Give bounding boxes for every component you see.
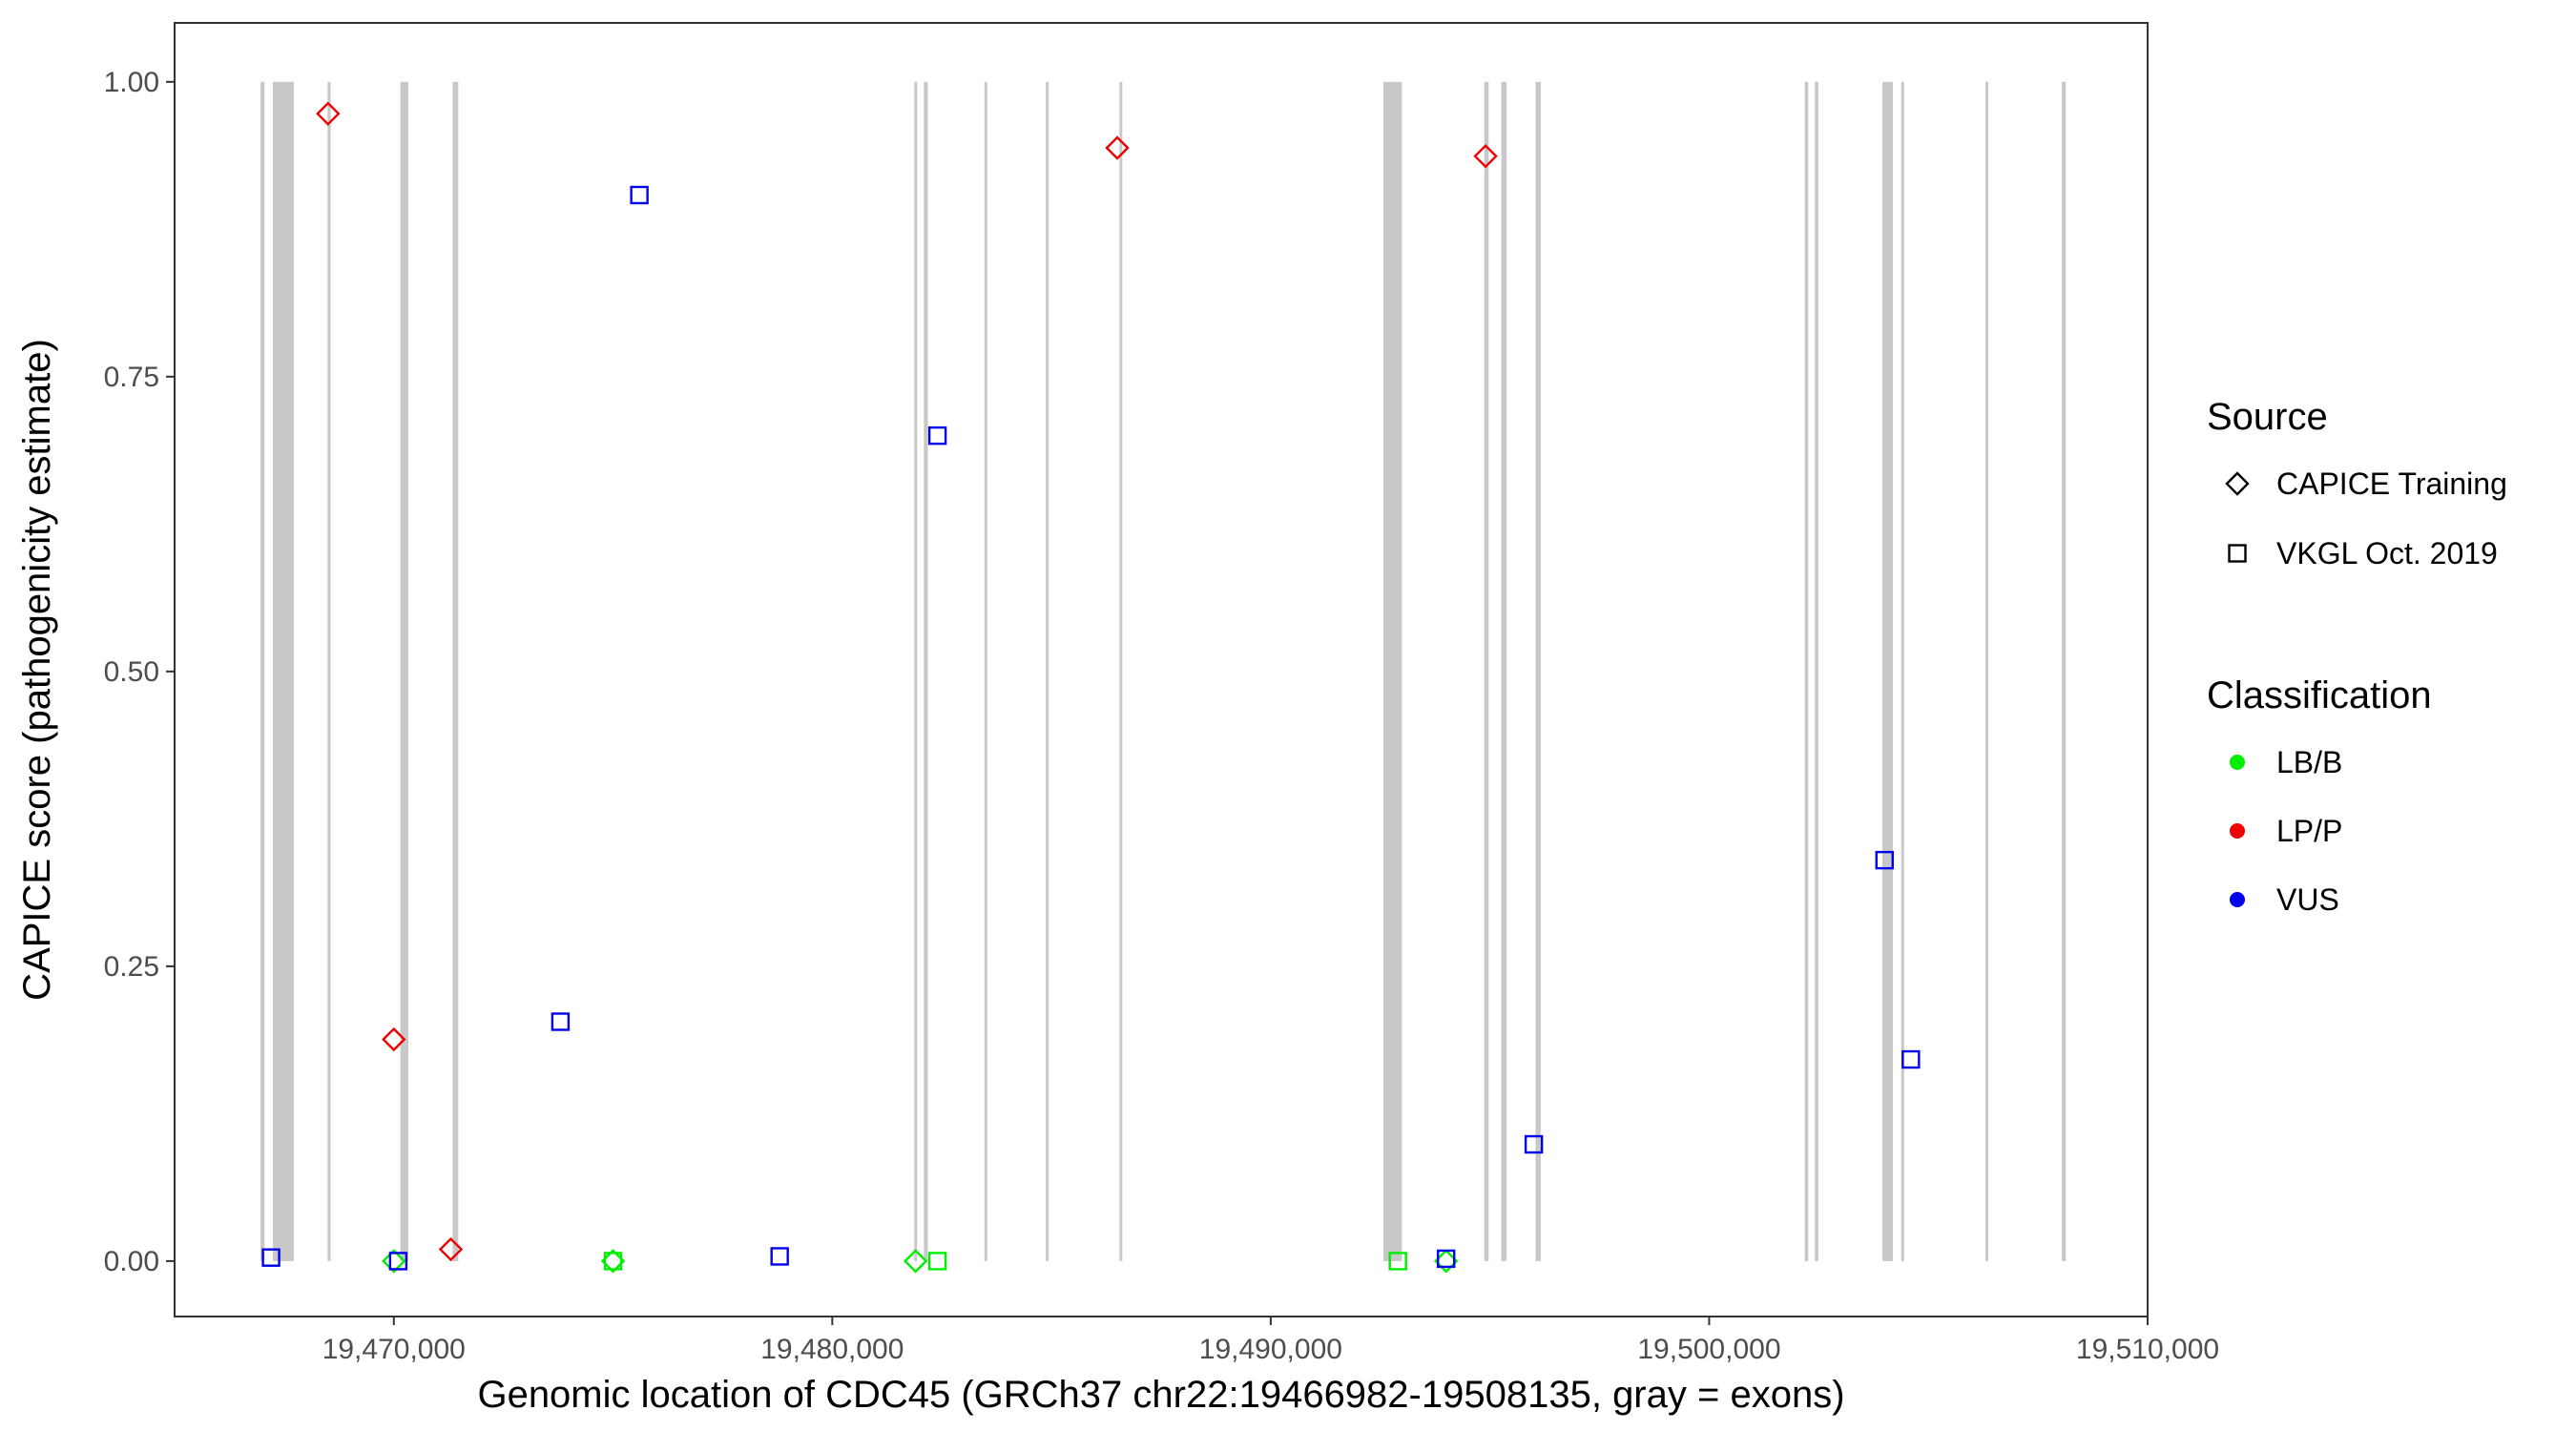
x-tick-label: 19,470,000 xyxy=(322,1334,466,1365)
exon-band xyxy=(272,81,294,1261)
legend-source-label: CAPICE Training xyxy=(2276,467,2507,501)
exon-band xyxy=(1804,81,1809,1261)
x-axis-title: Genomic location of CDC45 (GRCh37 chr22:… xyxy=(477,1374,1844,1416)
plot-panel-border xyxy=(174,22,2149,1317)
diamond-point xyxy=(903,1249,928,1274)
diamond-point xyxy=(1473,143,1498,169)
legend-key-dot xyxy=(2230,823,2245,839)
legend-key-square xyxy=(2228,544,2247,563)
x-tick-label: 19,480,000 xyxy=(760,1334,904,1365)
square-point xyxy=(770,1247,789,1266)
legend-key-dot xyxy=(2230,755,2245,770)
x-tick-label: 19,500,000 xyxy=(1637,1334,1780,1365)
y-tick-label: 1.00 xyxy=(104,67,159,98)
axes: 0.00 0.25 0.50 0.75 1.00 19,470,000 19,480,000… xyxy=(104,67,2219,1365)
legend-classification-title: Classification xyxy=(2207,674,2432,716)
exon-band xyxy=(1901,81,1904,1261)
legend-source-title: Source xyxy=(2207,396,2328,438)
exon-band xyxy=(984,81,987,1261)
legend: Source Classification CAPICE Training VKG… xyxy=(2207,396,2507,917)
exon-band xyxy=(452,81,459,1261)
square-point xyxy=(1388,1252,1407,1271)
square-point xyxy=(551,1012,571,1031)
exon-band xyxy=(914,81,918,1261)
legend-classification-label: LB/B xyxy=(2276,745,2342,779)
exon-band xyxy=(260,81,265,1261)
exon-band xyxy=(2061,81,2067,1261)
exon-band xyxy=(400,81,408,1261)
square-point xyxy=(1524,1134,1544,1154)
legend-classification-label: LP/P xyxy=(2276,814,2342,848)
data-points xyxy=(261,101,1921,1274)
legend-classification-label: VUS xyxy=(2276,882,2339,917)
x-tick-label: 19,490,000 xyxy=(1199,1334,1342,1365)
exon-band xyxy=(1984,81,1988,1261)
y-tick-label: 0.25 xyxy=(104,951,159,983)
legend-source-label: VKGL Oct. 2019 xyxy=(2276,536,2498,570)
exon-band xyxy=(1881,81,1893,1261)
exon-band xyxy=(1046,81,1049,1261)
square-point xyxy=(1875,850,1894,870)
square-point xyxy=(927,425,947,446)
square-point xyxy=(1901,1049,1921,1069)
square-point xyxy=(927,1252,947,1271)
diamond-point xyxy=(1105,135,1130,160)
exon-band xyxy=(1815,81,1818,1261)
square-point xyxy=(630,185,649,205)
y-axis-title: CAPICE score (pathogenicity estimate) xyxy=(16,339,58,1001)
diamond-point xyxy=(438,1236,464,1262)
exon-band xyxy=(1535,81,1541,1261)
y-tick-label: 0.50 xyxy=(104,656,159,688)
y-tick-label: 0.00 xyxy=(104,1246,159,1277)
diamond-point xyxy=(382,1249,406,1274)
exon-band xyxy=(1501,81,1507,1261)
x-tick-label: 19,510,000 xyxy=(2076,1334,2219,1365)
exon-band xyxy=(1119,81,1123,1261)
square-point xyxy=(1437,1249,1456,1269)
square-point xyxy=(261,1248,280,1267)
square-point xyxy=(388,1252,408,1271)
exon-bands xyxy=(260,81,2067,1261)
square-point xyxy=(603,1252,623,1271)
exon-band xyxy=(1382,81,1402,1261)
legend-key-diamond xyxy=(2225,471,2250,496)
diamond-point xyxy=(316,101,341,126)
y-tick-label: 0.75 xyxy=(104,362,159,393)
exon-band xyxy=(327,81,331,1261)
diamond-point xyxy=(382,1027,406,1052)
exon-band xyxy=(924,81,928,1261)
exon-band xyxy=(1484,81,1489,1261)
legend-key-dot xyxy=(2230,892,2245,907)
